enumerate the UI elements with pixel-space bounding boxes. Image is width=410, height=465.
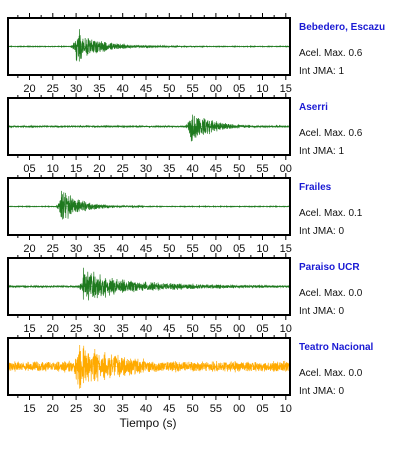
x-tick-label: 10: [256, 243, 268, 255]
panel-frame: [7, 17, 291, 76]
seismogram-panel-4: 15 20 25 30 35 40 45 50 55 00 05 10 Paraiso UCR Acel.…: [7, 253, 363, 335]
station-name: Paraiso UCR: [299, 262, 360, 273]
station-name: Aserri: [299, 102, 328, 113]
x-tick-label: 40: [117, 243, 129, 255]
x-tick-label: 20: [47, 403, 59, 415]
jma-intensity-label: Int JMA: 1: [299, 66, 344, 77]
x-tick-label: 45: [163, 323, 175, 335]
x-tick-label: 25: [117, 163, 129, 175]
x-tick-label: 40: [140, 403, 152, 415]
x-tick-label: 15: [23, 323, 35, 335]
seismogram-panel-3: 20 25 30 35 40 45 50 55 00 05 10 15 Frailes Acel. Max…: [7, 173, 363, 255]
x-tick-label: 55: [256, 163, 268, 175]
x-tick-label: 40: [117, 83, 129, 95]
x-tick-label: 30: [93, 323, 105, 335]
x-tick-label: 55: [186, 243, 198, 255]
x-tick-label: 30: [140, 163, 152, 175]
jma-intensity-label: Int JMA: 0: [299, 226, 344, 237]
x-tick-label: 15: [280, 83, 292, 95]
x-tick-label: 55: [186, 83, 198, 95]
x-tick-label: 40: [186, 163, 198, 175]
x-tick-label: 30: [70, 83, 82, 95]
x-tick-label: 35: [117, 323, 129, 335]
x-tick-label: 40: [140, 323, 152, 335]
x-tick-label: 25: [47, 83, 59, 95]
x-tick-label: 05: [23, 163, 35, 175]
x-tick-label: 45: [140, 243, 152, 255]
panel-frame: [7, 97, 291, 156]
seismogram-trace: [8, 190, 290, 220]
x-tick-label: 55: [210, 323, 222, 335]
x-tick-label: 00: [233, 323, 245, 335]
x-tick-label: 25: [70, 323, 82, 335]
seismogram-trace: [8, 114, 290, 142]
seismogram-trace: [8, 29, 290, 62]
x-tick-label: 25: [47, 243, 59, 255]
seismogram-panel-2: 05 10 15 20 25 30 35 40 45 50 55 00 Aserri Acel. Max.…: [7, 93, 363, 175]
panel-frame: [7, 177, 291, 236]
x-tick-label: 15: [23, 403, 35, 415]
x-tick-label: 35: [93, 243, 105, 255]
seismogram-panel-5: 15 20 25 30 35 40 45 50 55 00 05 10 Teatro Nacional A…: [7, 333, 373, 415]
x-tick-label: 00: [233, 403, 245, 415]
x-tick-label: 30: [70, 243, 82, 255]
max-acceleration-label: Acel. Max. 0.6: [299, 48, 363, 59]
x-tick-label: 50: [186, 323, 198, 335]
x-tick-label: 20: [23, 243, 35, 255]
seismogram-panel-1: 20 25 30 35 40 45 50 55 00 05 10 15 Bebedero, Escazu…: [7, 13, 385, 95]
max-acceleration-label: Acel. Max. 0.0: [299, 288, 363, 299]
x-tick-label: 00: [210, 83, 222, 95]
max-acceleration-label: Acel. Max. 0.1: [299, 208, 363, 219]
x-tick-label: 35: [163, 163, 175, 175]
max-acceleration-label: Acel. Max. 0.0: [299, 368, 363, 379]
panel-frame: [7, 257, 291, 316]
x-tick-label: 05: [256, 323, 268, 335]
x-tick-label: 15: [70, 163, 82, 175]
jma-intensity-label: Int JMA: 0: [299, 386, 344, 397]
x-tick-label: 45: [210, 163, 222, 175]
seismogram-trace: [8, 344, 290, 389]
x-tick-label: 50: [163, 243, 175, 255]
station-name: Teatro Nacional: [299, 342, 373, 353]
seismogram-trace: [8, 267, 290, 301]
x-tick-label: 45: [140, 83, 152, 95]
x-tick-label: 20: [23, 83, 35, 95]
jma-intensity-label: Int JMA: 0: [299, 306, 344, 317]
x-tick-label: 00: [280, 163, 292, 175]
x-tick-label: 35: [117, 403, 129, 415]
x-tick-label: 05: [233, 83, 245, 95]
x-tick-label: 50: [163, 83, 175, 95]
x-tick-label: 50: [233, 163, 245, 175]
x-tick-label: 45: [163, 403, 175, 415]
x-tick-label: 15: [280, 243, 292, 255]
x-tick-label: 10: [47, 163, 59, 175]
x-tick-label: 10: [256, 83, 268, 95]
x-tick-label: 10: [280, 403, 292, 415]
max-acceleration-label: Acel. Max. 0.6: [299, 128, 363, 139]
x-tick-label: 05: [256, 403, 268, 415]
x-axis-title: Tiempo (s): [120, 416, 177, 430]
panel-frame: [7, 337, 291, 396]
station-name: Frailes: [299, 182, 332, 193]
station-name: Bebedero, Escazu: [299, 22, 385, 33]
x-tick-label: 20: [93, 163, 105, 175]
x-tick-label: 05: [233, 243, 245, 255]
x-tick-label: 25: [70, 403, 82, 415]
jma-intensity-label: Int JMA: 1: [299, 146, 344, 157]
x-tick-label: 30: [93, 403, 105, 415]
x-tick-label: 20: [47, 323, 59, 335]
x-tick-label: 35: [93, 83, 105, 95]
x-tick-label: 55: [210, 403, 222, 415]
x-tick-label: 50: [186, 403, 198, 415]
x-tick-label: 00: [210, 243, 222, 255]
x-tick-label: 10: [280, 323, 292, 335]
